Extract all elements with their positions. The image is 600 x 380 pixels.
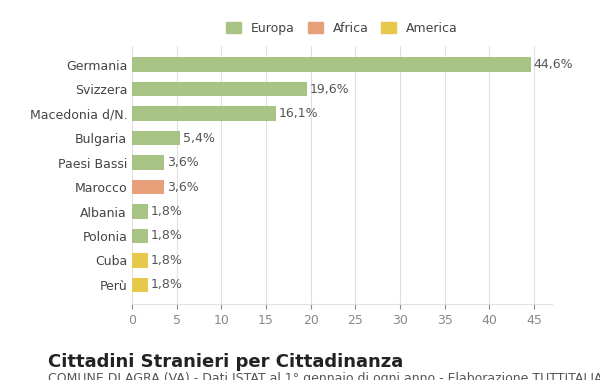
Bar	[132, 131, 180, 146]
Text: 5,4%: 5,4%	[183, 131, 215, 145]
Legend: Europa, Africa, America: Europa, Africa, America	[223, 18, 461, 39]
Bar	[132, 155, 164, 170]
Text: 3,6%: 3,6%	[167, 156, 199, 169]
Bar	[132, 253, 148, 268]
Text: COMUNE DI AGRA (VA) - Dati ISTAT al 1° gennaio di ogni anno - Elaborazione TUTTI: COMUNE DI AGRA (VA) - Dati ISTAT al 1° g…	[48, 372, 600, 380]
Text: 1,8%: 1,8%	[151, 279, 182, 291]
Text: 1,8%: 1,8%	[151, 254, 182, 267]
Text: Cittadini Stranieri per Cittadinanza: Cittadini Stranieri per Cittadinanza	[48, 353, 403, 371]
Bar	[132, 57, 530, 72]
Bar	[132, 204, 148, 219]
Text: 1,8%: 1,8%	[151, 230, 182, 242]
Bar	[132, 229, 148, 243]
Text: 19,6%: 19,6%	[310, 83, 349, 96]
Bar	[132, 106, 276, 121]
Text: 1,8%: 1,8%	[151, 205, 182, 218]
Bar	[132, 277, 148, 292]
Text: 3,6%: 3,6%	[167, 180, 199, 193]
Bar	[132, 82, 307, 97]
Text: 44,6%: 44,6%	[533, 58, 573, 71]
Bar	[132, 180, 164, 195]
Text: 16,1%: 16,1%	[278, 107, 318, 120]
